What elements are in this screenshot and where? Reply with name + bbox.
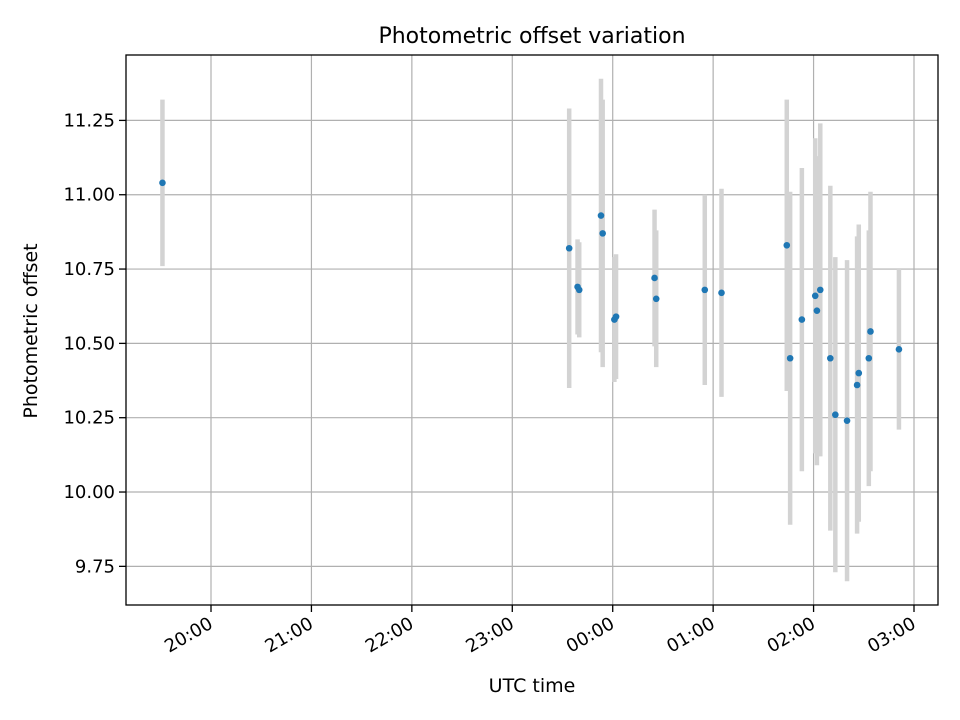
- y-tick-label: 10.75: [63, 259, 115, 280]
- data-point: [816, 286, 824, 294]
- y-tick-label: 11.25: [63, 110, 115, 131]
- data-point: [597, 212, 605, 219]
- data-point: [159, 179, 166, 187]
- y-tick-label: 11.00: [63, 185, 115, 206]
- data-point: [599, 230, 606, 237]
- data-point: [811, 292, 819, 300]
- y-tick-label: 9.75: [75, 556, 115, 577]
- data-point: [783, 241, 791, 249]
- data-point: [575, 286, 583, 294]
- data-point: [813, 307, 821, 314]
- y-tick-label: 10.50: [63, 333, 115, 354]
- point-layer: [159, 179, 903, 424]
- data-point: [827, 354, 834, 362]
- data-point: [855, 369, 863, 377]
- data-point: [786, 354, 794, 362]
- data-point: [843, 417, 851, 424]
- data-point: [832, 411, 839, 419]
- data-point: [853, 381, 861, 389]
- y-tick-label: 10.25: [63, 408, 115, 429]
- y-tick-label: 10.00: [63, 482, 115, 503]
- data-point: [651, 274, 658, 282]
- chart-title: Photometric offset variation: [378, 24, 685, 49]
- data-point: [798, 316, 806, 323]
- y-axis-label: Photometric offset: [20, 243, 42, 418]
- data-point: [718, 289, 725, 297]
- data-point: [565, 244, 573, 252]
- data-point: [652, 295, 660, 303]
- x-axis-label: UTC time: [489, 675, 576, 697]
- plot-frame: [125, 54, 939, 606]
- data-point: [612, 313, 620, 320]
- data-point: [701, 286, 709, 294]
- data-point: [865, 354, 873, 362]
- data-point: [867, 328, 874, 335]
- data-point: [895, 346, 903, 353]
